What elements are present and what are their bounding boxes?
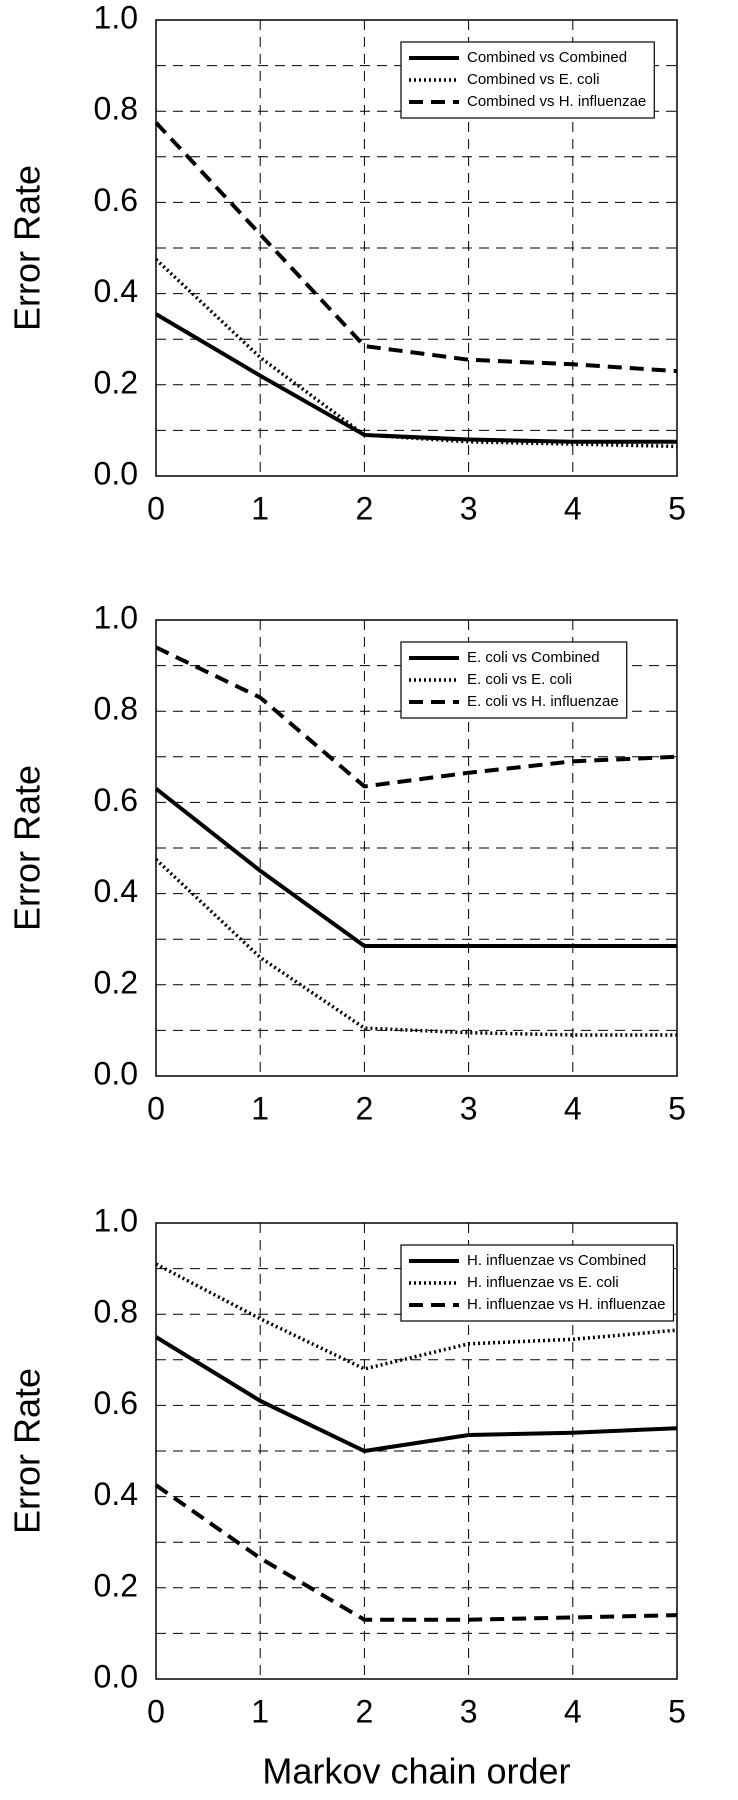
series-line [154,312,677,444]
x-tick-label: 5 [668,1693,686,1729]
legend-box [400,41,655,119]
x-tick-label: 2 [356,490,374,526]
x-tick-label: 3 [460,1090,478,1126]
legend: E. coli vs Combined E. coli vs E. coli E. … [400,641,628,719]
y-tick-label: 0.0 [94,455,138,491]
x-tick-label: 1 [251,490,269,526]
x-tick-label: 0 [147,490,165,526]
y-tick-label: 0.8 [94,1294,138,1330]
y-tick-label: 0.4 [94,273,138,309]
y-tick-label: 1.0 [94,599,138,635]
x-tick-label: 2 [356,1090,374,1126]
x-tick-label: 4 [564,1693,582,1729]
y-tick-label: 0.2 [94,364,138,400]
x-tick-label: 1 [251,1693,269,1729]
y-tick-label: 1.0 [94,0,138,35]
plot-frame [155,1222,678,1680]
legend-label: H. influenzae vs H. influenzae [467,1296,665,1313]
legend-label: E. coli vs H. influenzae [467,693,619,710]
y-tick-label: 0.6 [94,1385,138,1421]
legend-label: E. coli vs Combined [467,649,600,666]
x-tick-label: 2 [356,1693,374,1729]
y-tick-label: 0.0 [94,1055,138,1091]
x-tick-label: 1 [251,1090,269,1126]
y-axis-label: Error Rate [7,765,48,931]
series-line [154,121,678,374]
legend-box [400,641,628,719]
y-axis-label: Error Rate [7,165,48,331]
y-tick-label: 0.8 [94,691,138,727]
x-tick-label: 0 [147,1090,165,1126]
y-tick-label: 1.0 [94,1202,138,1238]
y-tick-label: 0.6 [94,182,138,218]
y-tick-label: 0.8 [94,91,138,127]
series-line [154,787,677,949]
y-tick-label: 0.4 [94,1476,138,1512]
x-tick-label: 4 [564,1090,582,1126]
y-tick-label: 0.2 [94,964,138,1000]
y-tick-label: 0.4 [94,873,138,909]
legend: Combined vs Combined Combined vs E. coli C… [400,41,655,119]
y-tick-label: 0.2 [94,1567,138,1603]
series-line [154,1483,678,1622]
legend-label: Combined vs Combined [467,49,627,66]
series-line [155,645,678,789]
x-tick-label: 3 [460,490,478,526]
y-tick-label: 0.6 [94,782,138,818]
x-tick-label: 3 [460,1693,478,1729]
series-line [154,1335,678,1454]
legend-label: Combined vs H. influenzae [467,93,646,110]
plot-frame [155,619,678,1077]
legend-label: H. influenzae vs E. coli [467,1274,619,1291]
x-tick-label: 4 [564,490,582,526]
plot-frame [155,19,678,477]
x-tick-label: 5 [668,490,686,526]
x-axis-label: Markov chain order [262,1751,570,1792]
y-tick-label: 0.0 [94,1658,138,1694]
x-tick-label: 5 [668,1090,686,1126]
x-tick-label: 0 [147,1693,165,1729]
y-axis-label: Error Rate [7,1368,48,1534]
series-line [154,258,678,449]
legend-box [400,1244,675,1322]
legend-label: E. coli vs E. coli [467,671,572,688]
legend-label: H. influenzae vs Combined [467,1252,646,1269]
series-line [154,858,677,1037]
legend-label: Combined vs E. coli [467,71,600,88]
series-line [155,1262,678,1371]
legend: H. influenzae vs Combined H. influenzae v… [400,1244,675,1322]
